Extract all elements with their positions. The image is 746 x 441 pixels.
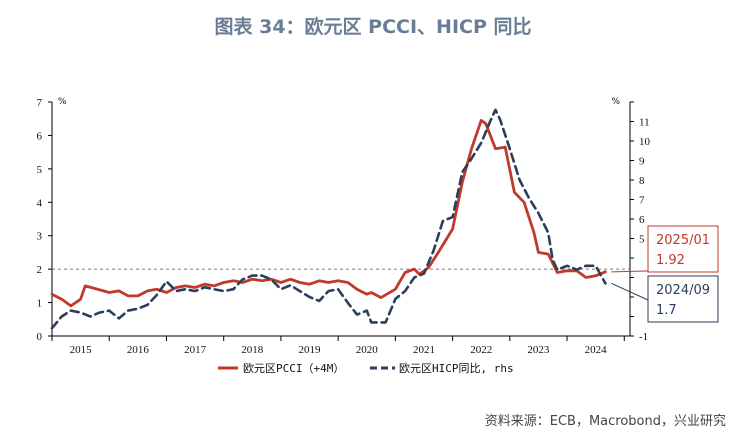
callout-value-0: 1.92: [656, 253, 685, 268]
x-tick-label-2024: 2024: [585, 344, 608, 356]
series-line-1: [50, 108, 607, 330]
source-note: 资料来源：ECB，Macrobond，兴业研究: [484, 414, 726, 429]
right-tick-label-5: 5: [639, 234, 645, 246]
right-tick-label-9: 9: [639, 156, 645, 168]
left-tick-label-3: 3: [37, 231, 43, 243]
right-tick-label-8: 8: [639, 175, 645, 187]
x-tick-label-2022: 2022: [470, 344, 492, 356]
x-tick-label-2020: 2020: [356, 344, 379, 356]
x-tick-label-2018: 2018: [241, 344, 264, 356]
callout-value-1: 1.7: [656, 303, 677, 318]
callout-box-0: [647, 225, 719, 273]
callout-date-1: 2024/09: [656, 283, 710, 298]
x-tick-label-2016: 2016: [127, 344, 150, 356]
left-axis-unit: %: [58, 97, 67, 107]
callout-box-1: [647, 275, 719, 323]
callout-connector-1: [611, 282, 649, 301]
right-tick-label-10: 10: [639, 136, 651, 148]
chart-title: 图表 34：欧元区 PCCI、HICP 同比: [214, 16, 532, 38]
x-tick-label-2021: 2021: [413, 344, 435, 356]
x-tick-label-2023: 2023: [527, 344, 550, 356]
x-tick-label-2017: 2017: [184, 344, 207, 356]
right-tick-label-11: 11: [639, 117, 650, 129]
legend-label-1: 欧元区HICP同比, rhs: [399, 362, 514, 375]
left-tick-label-1: 1: [37, 298, 43, 310]
right-tick-label-7: 7: [639, 195, 645, 207]
left-tick-label-0: 0: [37, 331, 43, 343]
series-line-0: [50, 119, 607, 308]
callout-date-0: 2025/01: [656, 233, 710, 248]
left-tick-label-6: 6: [37, 130, 43, 142]
left-tick-label-5: 5: [37, 164, 43, 176]
x-tick-label-2015: 2015: [70, 344, 93, 356]
legend-label-0: 欧元区PCCI（+4M）: [243, 362, 344, 375]
x-tick-label-2019: 2019: [299, 344, 322, 356]
callout-connector-0: [611, 270, 649, 273]
right-tick-label-0: -1: [639, 331, 648, 343]
right-axis-unit: %: [611, 97, 620, 107]
right-tick-label-6: 6: [639, 214, 645, 226]
left-tick-label-4: 4: [37, 197, 43, 209]
left-tick-label-7: 7: [37, 97, 43, 109]
left-tick-label-2: 2: [37, 264, 43, 276]
